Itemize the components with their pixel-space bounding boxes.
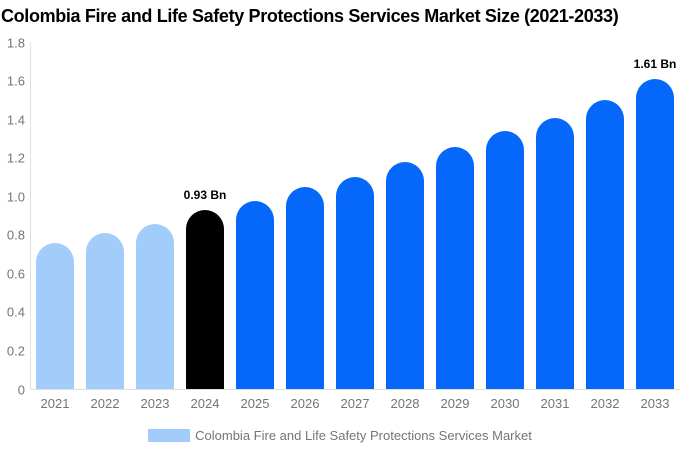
x-axis-label-2027: 2027	[340, 396, 370, 411]
bar-2028[interactable]	[386, 162, 424, 390]
x-axis-label-2021: 2021	[40, 396, 70, 411]
x-axis-label-2032: 2032	[590, 396, 620, 411]
x-axis-label-2024: 2024	[190, 396, 220, 411]
x-axis-label-2022: 2022	[90, 396, 120, 411]
bar-value-label-2024: 0.93 Bn	[183, 188, 227, 203]
bar-2024[interactable]	[186, 210, 224, 390]
bar-2022[interactable]	[86, 233, 124, 390]
x-axis-label-2030: 2030	[490, 396, 520, 411]
y-axis-tick-label: 0.8	[6, 227, 25, 243]
bar-2026[interactable]	[286, 187, 324, 390]
bar-2027[interactable]	[336, 177, 374, 390]
bar-2021[interactable]	[36, 242, 74, 390]
x-axis-label-2033: 2033	[640, 396, 670, 411]
y-axis-tick-label: 1.2	[6, 150, 25, 166]
y-axis-tick-label: 1.8	[6, 35, 25, 50]
y-axis-tick-label: 0.6	[6, 266, 25, 282]
bar-2025[interactable]	[236, 200, 274, 390]
x-axis-label-2025: 2025	[240, 396, 270, 411]
bar-2031[interactable]	[536, 117, 574, 390]
x-axis-label-2026: 2026	[290, 396, 320, 411]
y-axis-line	[30, 42, 31, 390]
x-axis-label-2028: 2028	[390, 396, 420, 411]
bar-2029[interactable]	[436, 146, 474, 390]
y-axis-tick-label: 0.4	[6, 304, 25, 320]
y-axis-tick-label: 0	[17, 382, 25, 397]
x-axis-label-2023: 2023	[140, 396, 170, 411]
bar-2033[interactable]	[636, 79, 674, 390]
bar-value-label-2033: 1.61 Bn	[633, 57, 677, 72]
bar-2023[interactable]	[136, 223, 174, 390]
bar-2030[interactable]	[486, 131, 524, 390]
y-axis-tick-label: 1.6	[6, 73, 25, 89]
y-axis-tick-label: 0.2	[6, 343, 25, 359]
y-axis-tick-label: 1.0	[6, 189, 25, 205]
legend-label: Colombia Fire and Life Safety Protection…	[195, 427, 532, 443]
x-axis-line	[30, 389, 680, 390]
legend: Colombia Fire and Life Safety Protection…	[0, 427, 680, 443]
bar-2032[interactable]	[586, 100, 624, 390]
legend-swatch	[148, 428, 191, 442]
chart-title: Colombia Fire and Life Safety Protection…	[1, 6, 619, 26]
x-axis-label-2031: 2031	[540, 396, 570, 411]
y-axis-tick-label: 1.4	[6, 112, 25, 128]
x-axis-label-2029: 2029	[440, 396, 470, 411]
